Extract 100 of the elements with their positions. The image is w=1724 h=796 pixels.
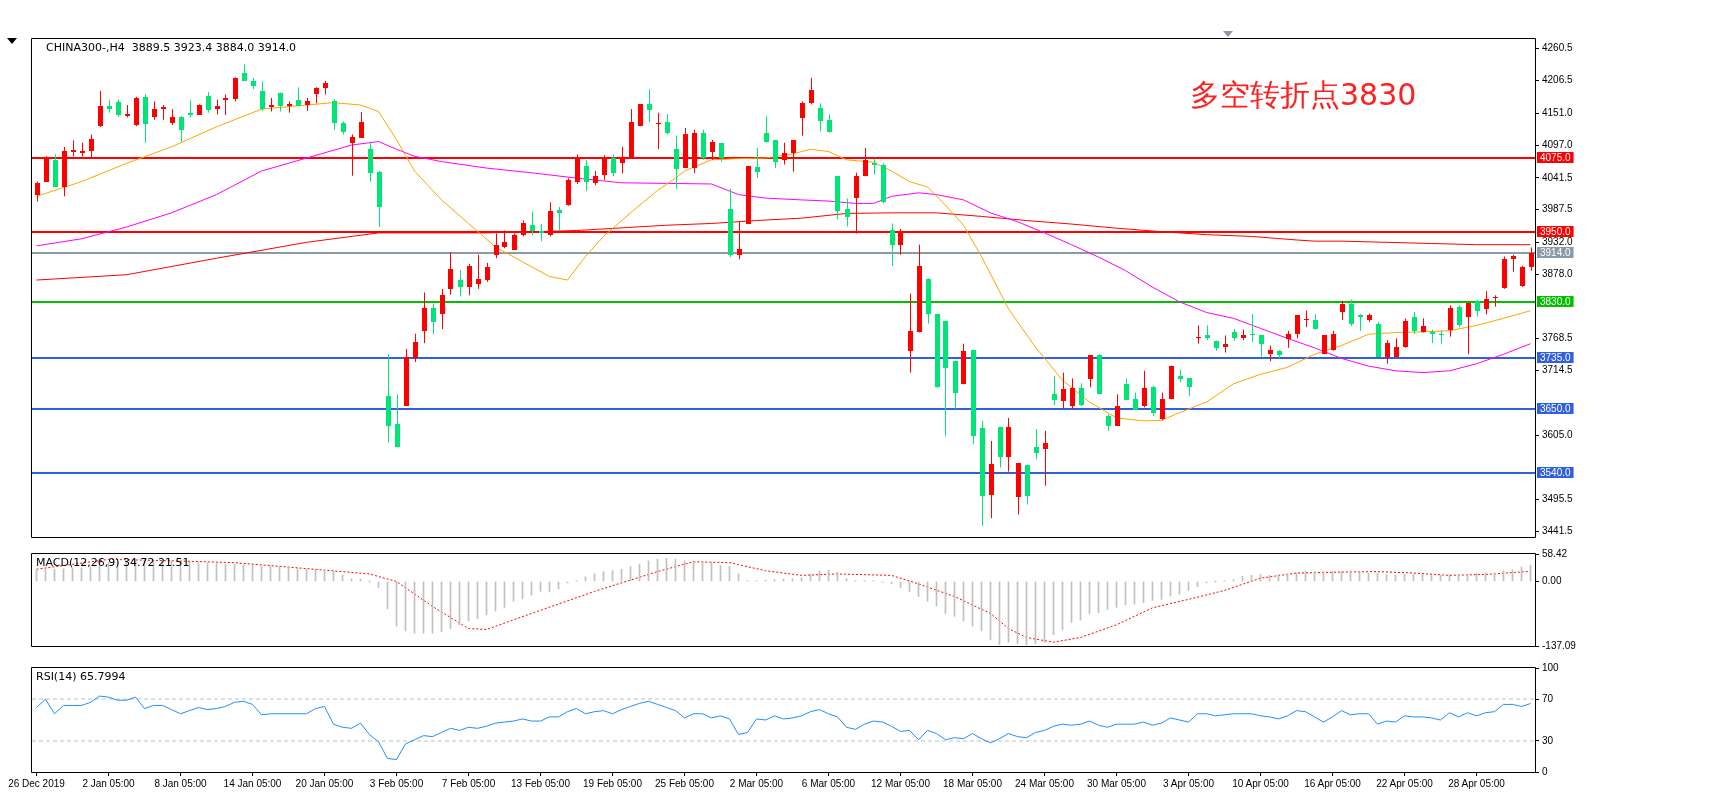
candlestick — [1115, 393, 1120, 427]
candlestick — [1493, 294, 1498, 308]
x-tick-label: 16 Apr 05:00 — [1304, 777, 1362, 789]
y-tick-label: 3605.0 — [1542, 428, 1574, 440]
candlestick — [647, 88, 652, 123]
y-tick-label: 4151.0 — [1542, 107, 1574, 119]
candlestick — [1250, 313, 1255, 343]
y-tick-label: 3495.5 — [1542, 493, 1574, 505]
x-tick-label: 14 Jan 05:00 — [223, 777, 282, 789]
candlestick — [530, 211, 535, 236]
x-tick-label: 3 Feb 05:00 — [369, 777, 424, 789]
y-tick-label: 3714.5 — [1542, 364, 1574, 376]
candlestick — [332, 98, 337, 131]
candlestick — [368, 141, 373, 183]
y-tick-label: 30 — [1542, 734, 1554, 746]
candlestick — [800, 100, 805, 137]
candlestick — [1259, 334, 1264, 358]
ref-line-label: 3735.0 — [1540, 351, 1572, 363]
candlestick — [1331, 330, 1336, 352]
candlestick — [458, 269, 463, 298]
candlestick — [908, 293, 913, 374]
candlestick — [1412, 311, 1417, 335]
candlestick — [1295, 314, 1300, 339]
x-tick-label: 2 Jan 05:00 — [82, 777, 136, 789]
x-tick-label: 19 Feb 05:00 — [583, 777, 643, 789]
candlestick — [431, 303, 436, 335]
candlestick — [1079, 382, 1084, 407]
candlestick — [1070, 377, 1075, 410]
candlestick — [611, 154, 616, 177]
x-tick-label: 10 Apr 05:00 — [1232, 777, 1290, 789]
y-tick-label: 0 — [1542, 765, 1548, 777]
candlestick — [223, 93, 228, 116]
ref-line-label: 3830.0 — [1540, 295, 1572, 307]
candlestick — [1160, 392, 1165, 421]
candlestick — [764, 115, 769, 144]
candlestick — [674, 135, 679, 190]
candlestick — [476, 254, 481, 290]
candlestick — [809, 77, 814, 105]
candlestick — [665, 113, 670, 135]
y-tick-label: 3878.0 — [1542, 267, 1574, 279]
candlestick — [1052, 375, 1057, 406]
candlestick — [485, 262, 490, 283]
candlestick — [35, 181, 40, 203]
x-tick-label: 30 Mar 05:00 — [1087, 777, 1147, 789]
y-tick-label: 4097.0 — [1542, 138, 1574, 150]
candlestick — [890, 222, 895, 267]
candlestick — [395, 393, 400, 448]
candlestick — [755, 147, 760, 179]
y-tick-label: 4260.5 — [1542, 42, 1574, 54]
y-tick-label: -137.09 — [1542, 639, 1577, 651]
x-tick-label: 8 Jan 05:00 — [154, 777, 208, 789]
chart-title: CHINA300-,H4 3889.5 3923.4 3884.0 3914.0 — [46, 40, 297, 54]
y-tick-label: 4206.5 — [1542, 74, 1574, 86]
candlestick — [1385, 339, 1390, 365]
x-tick-label: 26 Dec 2019 — [8, 777, 66, 789]
candlestick — [845, 198, 850, 227]
candlestick — [557, 206, 562, 232]
y-tick-label: 70 — [1542, 692, 1554, 704]
ref-line-label: 3914.0 — [1540, 246, 1572, 258]
candlestick — [359, 111, 364, 139]
candlestick — [1061, 372, 1066, 410]
candlestick — [584, 159, 589, 192]
candlestick — [1457, 304, 1462, 328]
x-tick-label: 2 Mar 05:00 — [729, 777, 784, 789]
candlestick — [1484, 290, 1489, 315]
x-tick-label: 12 Mar 05:00 — [871, 777, 931, 789]
candlestick — [1439, 330, 1444, 345]
candlestick — [233, 76, 238, 102]
line-series — [36, 558, 1531, 643]
x-tick-label: 13 Feb 05:00 — [511, 777, 571, 789]
candlestick — [152, 100, 157, 121]
x-tick-label: 28 Apr 05:00 — [1448, 777, 1506, 789]
x-tick-label: 3 Apr 05:00 — [1162, 777, 1215, 789]
y-tick-label: 0.00 — [1542, 575, 1562, 587]
candlestick — [1043, 430, 1048, 487]
candlestick — [413, 333, 418, 363]
candlestick — [448, 251, 453, 296]
candlestick — [206, 91, 211, 114]
x-tick-label: 6 Mar 05:00 — [801, 777, 856, 789]
candlestick — [1394, 337, 1399, 358]
y-tick-label: 4041.5 — [1542, 171, 1574, 183]
candlestick — [98, 90, 103, 128]
ref-line-label: 3540.0 — [1540, 466, 1572, 478]
candlestick — [260, 80, 265, 112]
ref-line-label: 3650.0 — [1540, 402, 1572, 414]
candlestick — [1340, 300, 1345, 321]
candlestick — [1142, 370, 1147, 408]
candlestick — [287, 100, 292, 114]
y-tick-label: 3987.5 — [1542, 203, 1574, 215]
y-tick-label: 3932.0 — [1542, 236, 1574, 248]
chart-title: RSI(14) 65.7994 — [36, 669, 126, 683]
candlestick — [827, 113, 832, 134]
candlestick — [656, 112, 661, 150]
candlestick — [467, 263, 472, 296]
ref-line-label: 4075.0 — [1540, 151, 1572, 163]
candlestick — [422, 291, 427, 344]
candlestick — [179, 115, 184, 143]
y-tick-label: 58.42 — [1542, 547, 1568, 559]
ref-line-label: 3950.0 — [1540, 225, 1572, 237]
x-tick-label: 22 Apr 05:00 — [1376, 777, 1434, 789]
